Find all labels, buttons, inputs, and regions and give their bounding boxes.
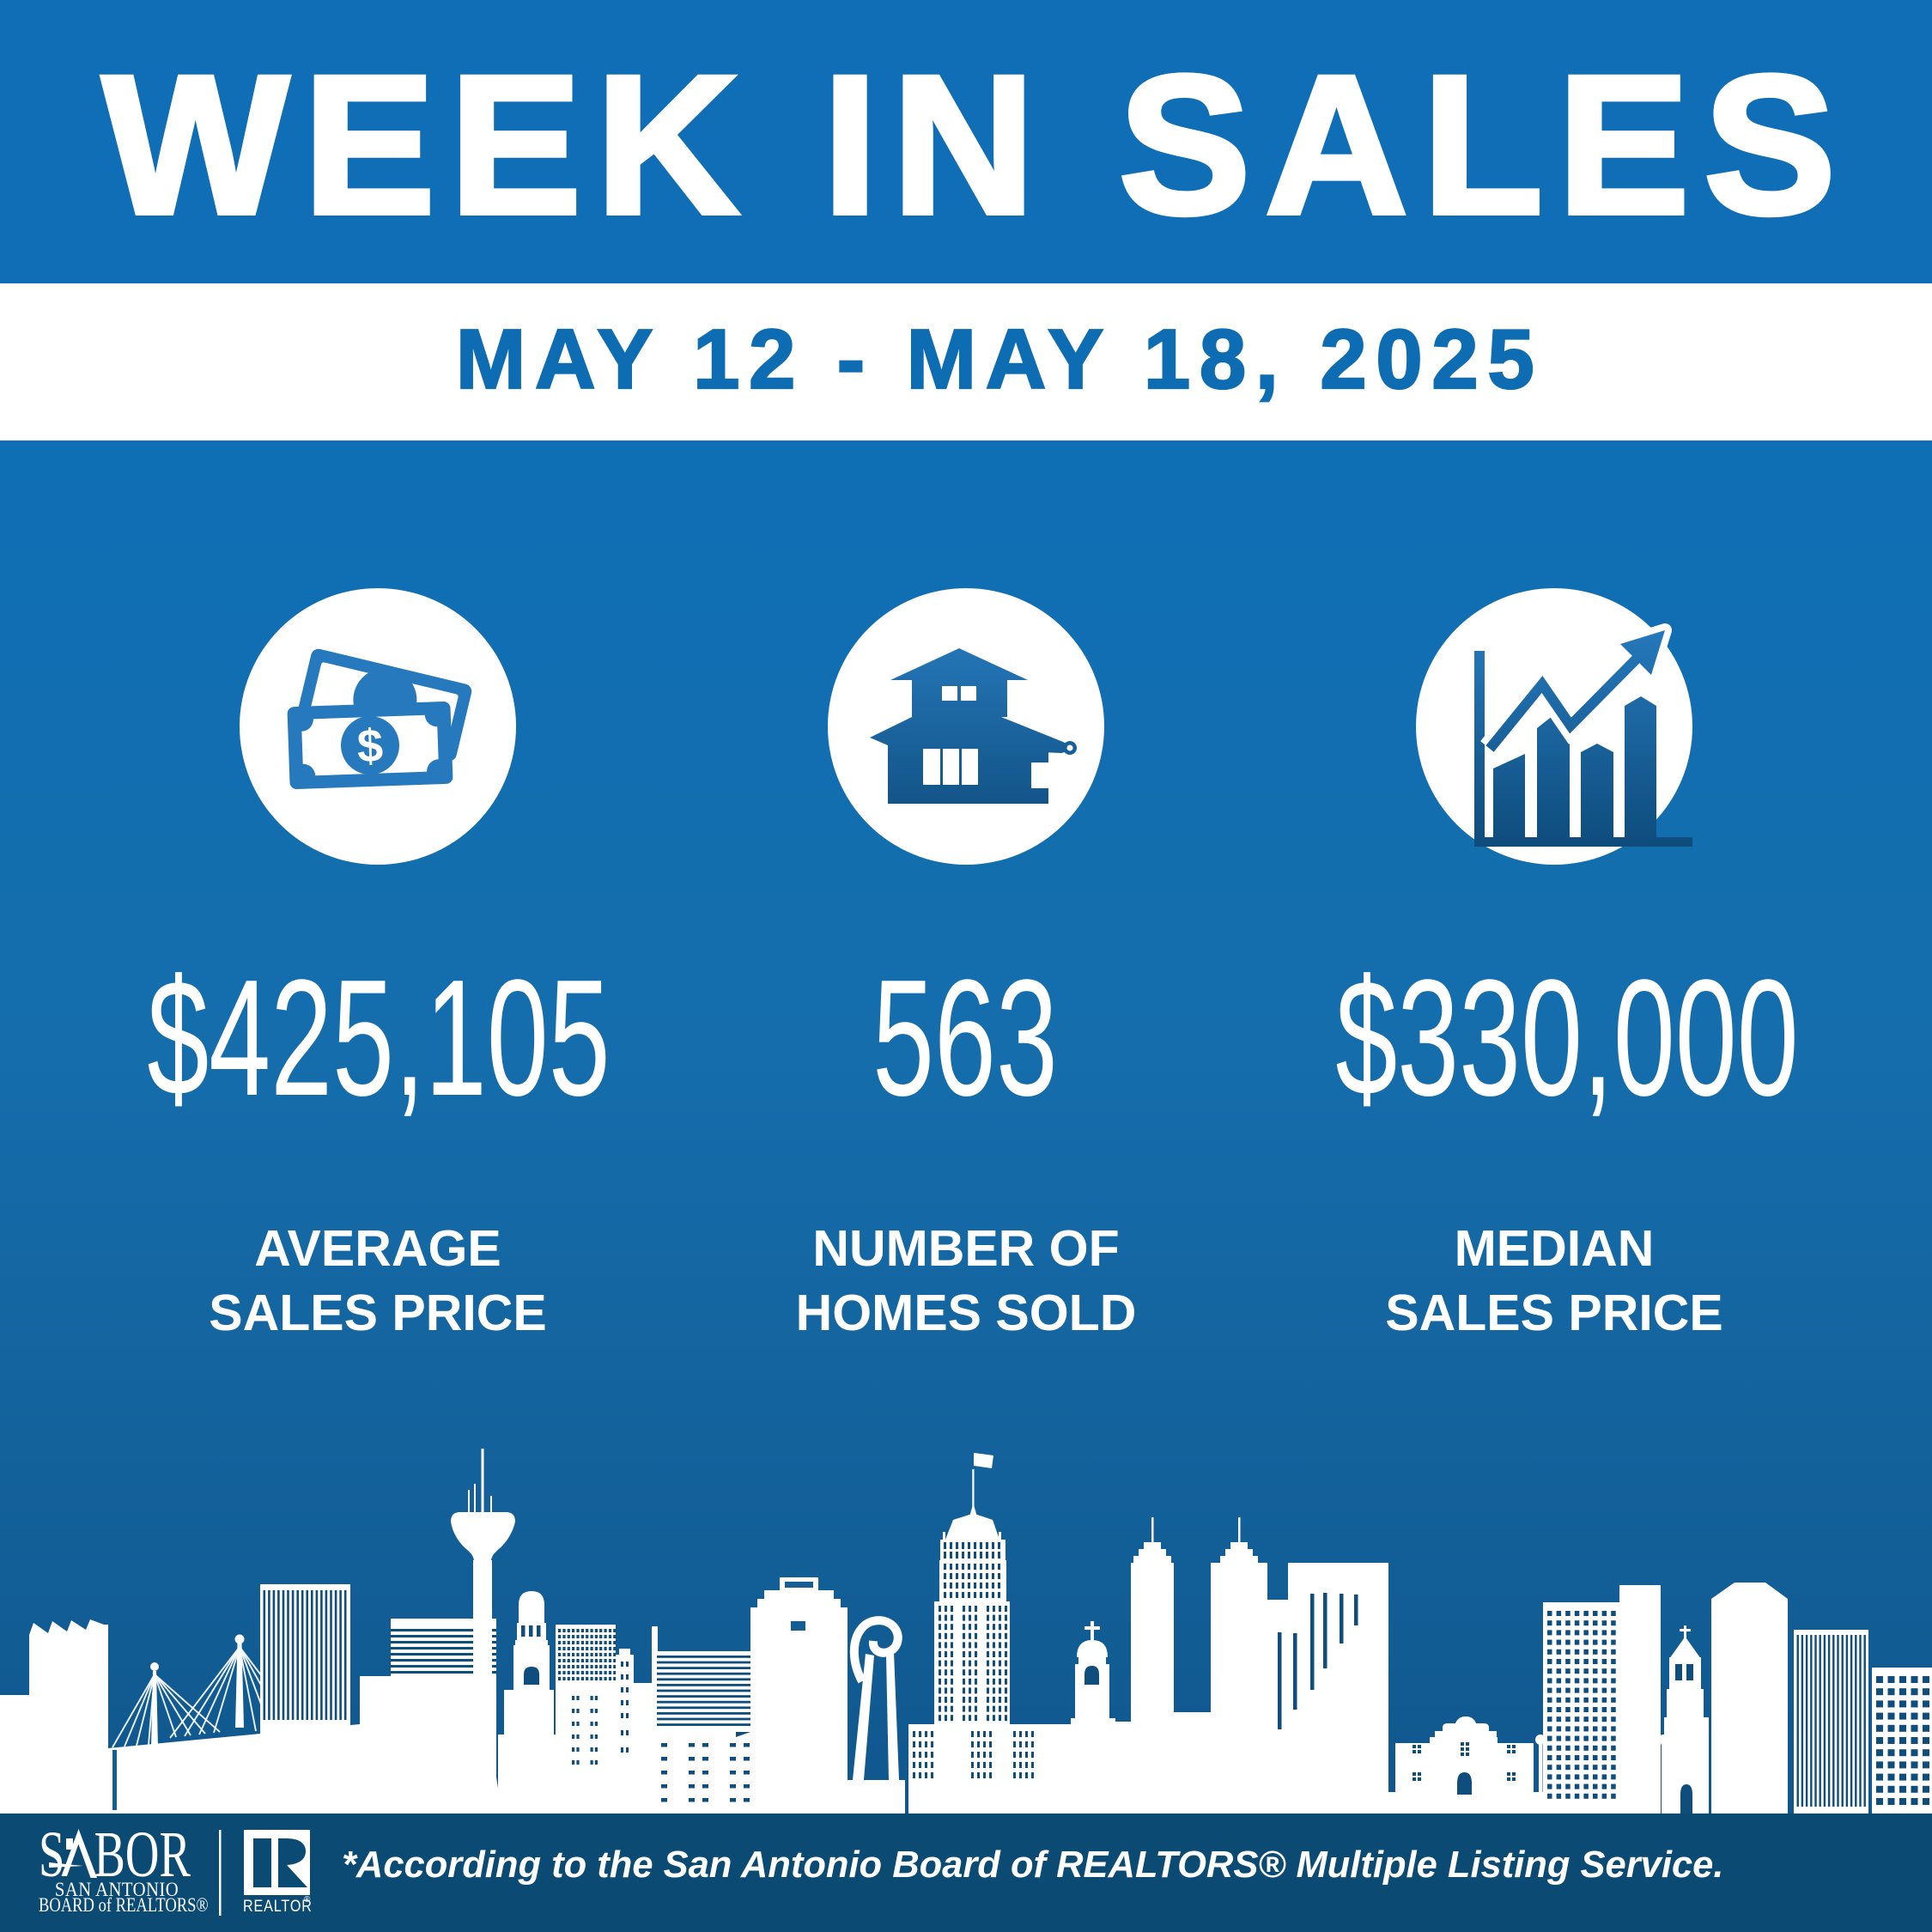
svg-text:REALTOR: REALTOR [243,1897,313,1916]
svg-text:S: S [39,1819,64,1891]
svg-text:$: $ [356,720,384,772]
svg-text:BOARD of REALTORS®: BOARD of REALTORS® [39,1893,209,1917]
svg-text:BOR: BOR [94,1819,191,1891]
svg-text:®: ® [304,1895,311,1905]
svg-text:SAN ANTONIO: SAN ANTONIO [55,1879,179,1900]
